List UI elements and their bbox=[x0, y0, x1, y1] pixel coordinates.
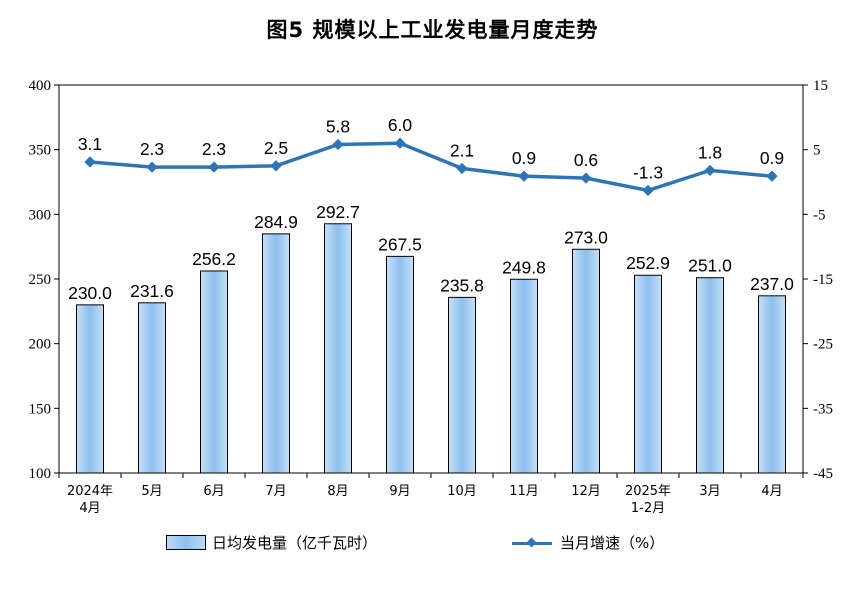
x-tick-label: 8月 bbox=[327, 484, 348, 499]
y-right-tick-label: -45 bbox=[813, 466, 833, 482]
x-tick-label: 4月 bbox=[761, 484, 782, 499]
bar-value-label: 284.9 bbox=[254, 212, 298, 232]
x-tick-label: 9月 bbox=[389, 484, 410, 499]
line-point bbox=[580, 172, 592, 184]
x-tick-label: 7月 bbox=[265, 484, 286, 499]
plot-area-border bbox=[58, 84, 804, 474]
bar-series bbox=[76, 223, 786, 474]
legend-item-bar: 日均发电量（亿千瓦时） bbox=[166, 532, 377, 553]
line-point bbox=[456, 162, 468, 175]
bar bbox=[386, 255, 414, 474]
x-tick-label: 5月 bbox=[141, 484, 162, 499]
line-value-label: 1.8 bbox=[698, 142, 722, 162]
y-left-tick-label: 100 bbox=[29, 466, 52, 482]
bar-value-label: 292.7 bbox=[316, 202, 360, 222]
y-left-tick-label: 200 bbox=[29, 337, 52, 353]
line-point bbox=[146, 161, 158, 173]
legend: 日均发电量（亿千瓦时） 当月增速（%） bbox=[0, 532, 865, 558]
x-tick-label: 11月 bbox=[509, 484, 539, 499]
line-point bbox=[642, 184, 654, 197]
line-value-label: -1.3 bbox=[633, 162, 663, 182]
line-point bbox=[332, 138, 344, 151]
line-point bbox=[84, 156, 96, 168]
y-right-tick-label: 5 bbox=[813, 143, 821, 159]
line-series bbox=[84, 137, 778, 197]
y-left-tick-label: 150 bbox=[29, 401, 52, 417]
data-labels: 230.0 231.6 256.2 284.9 292.7 267.5 235.8 249.8… bbox=[68, 115, 794, 303]
line-point bbox=[766, 170, 778, 182]
line-value-label: 2.1 bbox=[450, 140, 474, 160]
line-value-label: 0.9 bbox=[760, 148, 784, 168]
bar bbox=[448, 296, 476, 474]
bar-value-label: 251.0 bbox=[688, 256, 732, 276]
bar bbox=[758, 295, 786, 474]
bar bbox=[262, 233, 290, 474]
bar-value-label: 273.0 bbox=[564, 227, 608, 247]
bar-value-label: 256.2 bbox=[192, 249, 236, 269]
y-right-tick-label: -35 bbox=[813, 401, 833, 417]
growth-line bbox=[89, 141, 773, 193]
bar bbox=[696, 277, 724, 474]
line-value-label: 2.5 bbox=[264, 138, 288, 158]
bar-value-label: 231.6 bbox=[130, 281, 174, 301]
line-point bbox=[704, 164, 716, 177]
legend-label-line: 当月增速（%） bbox=[560, 534, 665, 552]
line-point bbox=[208, 161, 220, 173]
line-value-label: 0.6 bbox=[574, 150, 598, 170]
x-tick-label: 6月 bbox=[203, 484, 224, 499]
axes: 100 150 200 250 300 350 400 -45 -35 -25 -15 -5 5 15 20… bbox=[29, 78, 834, 516]
x-tick-label: 1-2月 bbox=[631, 501, 665, 516]
line-point bbox=[270, 160, 282, 172]
legend-bar-swatch bbox=[166, 535, 206, 550]
bar bbox=[200, 270, 228, 474]
legend-item-line: 当月增速（%） bbox=[512, 532, 664, 553]
line-value-label: 5.8 bbox=[326, 116, 350, 136]
bar bbox=[324, 223, 352, 474]
line-value-label: 0.9 bbox=[512, 148, 536, 168]
bar bbox=[634, 274, 662, 474]
y-right-tick-label: -5 bbox=[813, 207, 826, 223]
bar-value-label: 267.5 bbox=[378, 234, 422, 254]
y-left-tick-label: 400 bbox=[29, 78, 52, 94]
bar-value-label: 237.0 bbox=[750, 274, 794, 294]
y-left-tick-label: 350 bbox=[29, 143, 52, 159]
bar-value-label: 249.8 bbox=[502, 257, 546, 277]
line-point bbox=[394, 137, 406, 149]
bar bbox=[572, 248, 600, 474]
legend-label-bar: 日均发电量（亿千瓦时） bbox=[212, 534, 378, 552]
x-tick-label: 2024年 bbox=[67, 484, 113, 499]
x-tick-label: 3月 bbox=[699, 484, 720, 499]
line-value-label: 2.3 bbox=[140, 139, 164, 159]
x-tick-label: 10月 bbox=[447, 484, 477, 499]
bar-value-label: 235.8 bbox=[440, 275, 484, 295]
y-left-tick-label: 250 bbox=[29, 272, 52, 288]
bar bbox=[138, 302, 166, 474]
y-right-tick-label: -15 bbox=[813, 272, 833, 288]
y-right-tick-label: -25 bbox=[813, 337, 833, 353]
x-tick-label: 2025年 bbox=[625, 484, 671, 499]
line-value-label: 6.0 bbox=[388, 115, 413, 135]
chart-title: 图5 规模以上工业发电量月度走势 bbox=[266, 18, 599, 42]
bar-value-label: 230.0 bbox=[68, 283, 112, 303]
bar bbox=[510, 278, 538, 474]
bar-value-label: 252.9 bbox=[626, 253, 670, 273]
y-right-tick-label: 15 bbox=[813, 78, 828, 94]
line-value-label: 3.1 bbox=[78, 134, 102, 154]
bar bbox=[76, 304, 104, 474]
plot-frame bbox=[58, 84, 804, 474]
line-point bbox=[518, 170, 530, 182]
legend-line-swatch bbox=[512, 536, 552, 550]
x-tick-label: 12月 bbox=[571, 484, 601, 499]
x-tick-label: 4月 bbox=[79, 501, 100, 516]
y-left-tick-label: 300 bbox=[29, 207, 52, 223]
line-value-label: 2.3 bbox=[202, 139, 226, 159]
